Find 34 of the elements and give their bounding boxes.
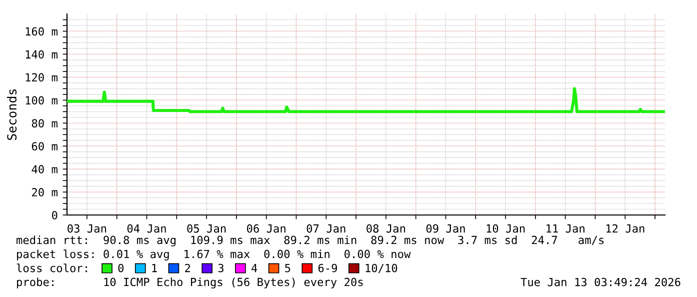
legend-label: 6-9 <box>318 264 338 272</box>
legend-label: 10/10 <box>366 264 398 274</box>
y-tick-label: 100 m <box>26 96 58 105</box>
text: packet loss: 0.01 % avg 1.67 % max 0.00 % min 0.00 % now <box>17 250 411 260</box>
x-tick-label: 07 Jan <box>306 224 346 233</box>
x-tick-label: 11 Jan <box>546 224 584 233</box>
y-tick-label: 160 m <box>26 27 58 36</box>
x-tick-label: 12 Jan <box>606 224 644 233</box>
legend-label: 3 <box>218 264 224 272</box>
legend-label: 1 <box>152 264 157 272</box>
text: Tue Jan 13 03:49:24 2026 <box>520 278 680 286</box>
legend-label: 2 <box>185 264 190 272</box>
y-tick-label: 40 m <box>32 165 58 174</box>
x-tick-label: 06 Jan <box>246 224 286 233</box>
legend-label: 5 <box>285 264 290 272</box>
y-tick-label: 140 m <box>26 50 58 59</box>
y-tick-label: 60 m <box>32 142 58 150</box>
y-axis-title: Seconds <box>6 89 17 140</box>
x-tick-label: 05 Jan <box>187 224 226 233</box>
x-tick-label: 08 Jan <box>366 224 406 233</box>
x-tick-label: 10 Jan <box>486 224 525 233</box>
y-tick-label: 20 m <box>32 188 58 196</box>
x-tick-label: 09 Jan <box>426 224 465 233</box>
y-tick-label: 120 m <box>26 73 58 82</box>
legend-label: 4 <box>252 264 258 272</box>
text: median rtt: 90.8 ms avg 109.9 ms max 89.2 ms min 89.2 ms now 3.7 ms sd 24.7 am/s <box>16 236 604 246</box>
legend-title: loss color: <box>16 264 87 272</box>
x-tick-label: 04 Jan <box>127 224 166 233</box>
text: probe: 10 ICMP Echo Pings (56 Bytes) every 20s <box>17 278 363 288</box>
y-tick-label: 0 <box>52 211 58 220</box>
line-series <box>67 87 665 114</box>
x-tick-label: 03 Jan <box>68 224 106 233</box>
legend-label: 0 <box>118 264 124 272</box>
y-tick-label: 80 m <box>32 119 58 128</box>
